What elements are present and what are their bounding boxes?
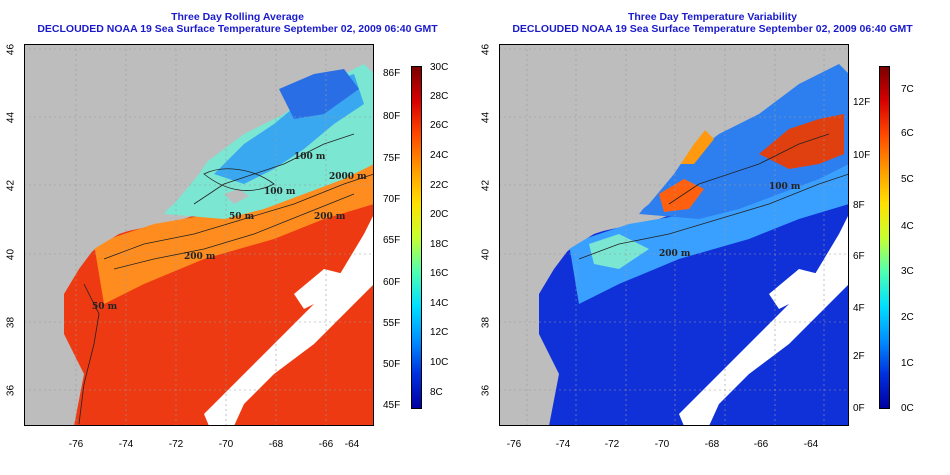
depth-label: 100 m [769, 182, 801, 192]
lon-label: -66 [318, 439, 334, 450]
lat-label: 38 [480, 316, 492, 329]
lon-label: -74 [555, 439, 571, 450]
colorbar-f-label: 80F [383, 111, 401, 122]
colorbar-c-label: 16C [430, 268, 449, 279]
lon-label: -72 [604, 439, 620, 450]
lon-label: -72 [168, 439, 184, 450]
lat-label: 44 [5, 111, 17, 124]
colorbar-c-label: 20C [430, 209, 449, 220]
data-gap-2 [294, 269, 344, 309]
coastline-land [499, 44, 849, 426]
lon-label: -64 [803, 439, 819, 450]
lat-label: 40 [5, 248, 17, 261]
depth-label: 200 m [314, 212, 346, 222]
lat-label: 42 [480, 179, 492, 192]
lon-label: -66 [753, 439, 769, 450]
lat-label: 38 [5, 316, 17, 329]
colorbar-c-label: 0C [901, 403, 914, 414]
lat-label: 46 [5, 43, 17, 56]
colorbar-c-label: 3C [901, 266, 914, 277]
colorbar-f-label: 4F [853, 303, 865, 314]
sst-variability-map[interactable]: 100 m 200 m [499, 44, 849, 426]
lat-label: 40 [480, 248, 492, 261]
colorbar-c-label: 10C [430, 357, 449, 368]
right-subtitle: DECLOUDED NOAA 19 Sea Surface Temperatur… [512, 23, 913, 35]
colorbar-f-label: 45F [383, 400, 401, 411]
lat-label: 42 [5, 179, 17, 192]
colorbar-c-label: 2C [901, 312, 914, 323]
graticule [24, 44, 374, 426]
data-gap [679, 214, 849, 426]
colorbar-c-label: 8C [430, 387, 443, 398]
right-title: Three Day Temperature Variability [627, 11, 798, 23]
depth-contours [578, 133, 849, 260]
colorbar-c-label: 12C [430, 327, 449, 338]
colorbar-c-label: 22C [430, 180, 449, 191]
depth-label: 100 m [264, 187, 296, 197]
colorbar-c-label: 7C [901, 84, 914, 95]
colorbar-c-label: 6C [901, 128, 914, 139]
moderate-patch [589, 234, 649, 269]
depth-label: 200 m [184, 252, 216, 262]
sst-variability-map-graphic: 100 m 200 m [499, 44, 849, 426]
colorbar-f-label: 2F [853, 351, 865, 362]
colorbar-f-label: 12F [853, 97, 871, 108]
lon-label: -64 [344, 439, 360, 450]
colorbar-f-label: 75F [383, 153, 401, 164]
lon-label: -76 [506, 439, 522, 450]
sst-average-panel: Three Day Rolling Average DECLOUDED NOAA… [5, 11, 449, 450]
lon-label: -70 [654, 439, 670, 450]
coastline-land [24, 44, 374, 426]
colorbar-f-label: 6F [853, 251, 865, 262]
colorbar-f-label: 0F [853, 403, 865, 414]
colorbar-f-label: 60F [383, 277, 401, 288]
colorbar-f-label: 70F [383, 194, 401, 205]
colorbar-c-label: 4C [901, 221, 914, 232]
depth-label: 100 m [294, 152, 326, 162]
graticule [499, 44, 849, 426]
data-gap [204, 214, 374, 426]
colorbar-c-label: 30C [430, 62, 449, 73]
lon-label: -70 [218, 439, 234, 450]
depth-contours [78, 133, 374, 425]
variability-colorbar [879, 66, 890, 409]
data-gap-2 [769, 269, 819, 309]
left-subtitle: DECLOUDED NOAA 19 Sea Surface Temperatur… [37, 23, 438, 35]
lat-label: 36 [480, 384, 492, 397]
cape-cod [224, 189, 249, 204]
colorbar-c-label: 18C [430, 239, 449, 250]
lon-label: -74 [118, 439, 134, 450]
sst-variability-panel: Three Day Temperature Variability DECLOU… [475, 0, 950, 475]
colorbar-c-label: 5C [901, 174, 914, 185]
depth-label: 50 m [229, 212, 255, 222]
colorbar-f-label: 10F [853, 150, 871, 161]
colorbar-f-label: 8F [853, 200, 865, 211]
depth-label: 200 m [659, 249, 691, 259]
colorbar-f-label: 86F [383, 68, 401, 79]
bay-of-fundy [279, 69, 359, 119]
colorbar-c-label: 14C [430, 298, 449, 309]
sst-average-map[interactable]: 100 m 100 m 50 m 2000 m 200 m 200 m 50 m [24, 44, 374, 426]
lat-label: 44 [480, 111, 492, 124]
lat-label: 36 [5, 384, 17, 397]
colorbar-c-label: 28C [430, 91, 449, 102]
temperature-colorbar [411, 66, 422, 409]
depth-label: 2000 m [329, 172, 367, 182]
high-variability-patch [759, 114, 844, 169]
lon-label: -68 [704, 439, 720, 450]
colorbar-f-label: 65F [383, 235, 401, 246]
lon-label: -76 [68, 439, 84, 450]
shelf-variability [639, 64, 849, 219]
colorbar-c-label: 1C [901, 358, 914, 369]
left-title: Three Day Rolling Average [171, 11, 304, 23]
colorbar-f-label: 55F [383, 318, 401, 329]
colorbar-f-label: 50F [383, 359, 401, 370]
lon-label: -68 [268, 439, 284, 450]
lat-label: 46 [480, 43, 492, 56]
sst-average-map-graphic: 100 m 100 m 50 m 2000 m 200 m 200 m 50 m [24, 44, 374, 426]
depth-label: 50 m [92, 302, 118, 312]
colorbar-c-label: 26C [430, 120, 449, 131]
colorbar-c-label: 24C [430, 150, 449, 161]
